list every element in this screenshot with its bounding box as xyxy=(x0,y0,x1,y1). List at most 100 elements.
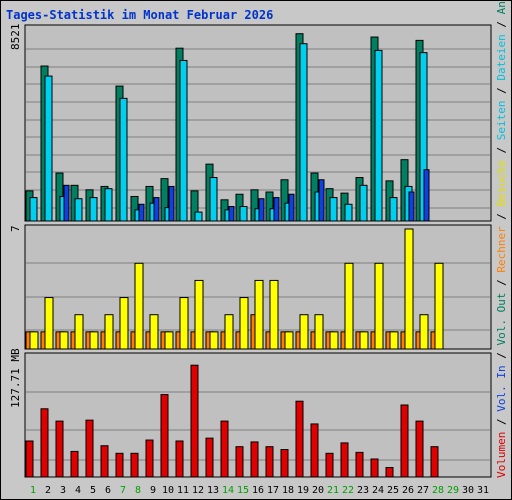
bar-seiten xyxy=(318,179,325,222)
day-label: 12 xyxy=(192,485,204,496)
bar-besuche xyxy=(404,228,414,350)
bar-volumen xyxy=(100,445,109,478)
day-label: 15 xyxy=(237,485,249,496)
day-label: 6 xyxy=(105,485,111,496)
day-label: 28 xyxy=(432,485,444,496)
bar-dateien xyxy=(74,198,83,222)
bar-dateien xyxy=(374,49,383,222)
bar-volumen xyxy=(145,439,154,478)
bar-besuche xyxy=(194,279,204,350)
legend-entry: Vol. Out xyxy=(495,293,508,346)
day-label: 24 xyxy=(372,485,384,496)
legend-separator: / xyxy=(495,412,508,432)
bar-volumen xyxy=(70,450,79,478)
page-title: Tages-Statistik im Monat Februar 2026 xyxy=(6,8,273,22)
bar-volumen xyxy=(340,442,349,478)
bar-seiten xyxy=(153,197,160,222)
bar-dateien xyxy=(209,177,218,222)
bar-besuche xyxy=(149,314,159,350)
bar-seiten xyxy=(408,191,415,222)
day-label: 2 xyxy=(45,485,51,496)
bar-volumen xyxy=(115,452,124,478)
bar-volumen xyxy=(370,458,379,478)
bar-besuche xyxy=(179,297,189,350)
legend-entry: Rechner xyxy=(495,226,508,273)
bar-volumen xyxy=(280,449,289,478)
legend-entry: Volumen xyxy=(495,432,508,478)
day-label: 23 xyxy=(357,485,369,496)
day-label: 4 xyxy=(75,485,81,496)
bar-besuche xyxy=(269,279,279,350)
bar-dateien xyxy=(389,197,398,222)
legend-separator: / xyxy=(495,346,508,366)
legend-separator: / xyxy=(495,81,508,101)
day-label: 19 xyxy=(297,485,309,496)
bar-dateien xyxy=(44,75,53,222)
bar-besuche xyxy=(59,331,69,350)
bar-volumen xyxy=(400,404,409,478)
day-label: 10 xyxy=(162,485,174,496)
day-label: 20 xyxy=(312,485,324,496)
bar-volumen xyxy=(55,420,64,478)
bar-seiten xyxy=(228,206,235,222)
day-label: 3 xyxy=(60,485,66,496)
bar-besuche xyxy=(74,314,84,350)
bar-besuche xyxy=(329,331,339,350)
day-label: 26 xyxy=(402,485,414,496)
bar-seiten xyxy=(168,185,175,222)
bar-volumen xyxy=(430,446,439,478)
bar-besuche xyxy=(419,314,429,350)
day-label: 27 xyxy=(417,485,429,496)
legend-entry: Anfragen xyxy=(495,0,508,14)
bar-besuche xyxy=(359,331,369,350)
legend-separator: / xyxy=(495,273,508,293)
bar-besuche xyxy=(44,297,54,350)
bar-volumen xyxy=(205,437,214,478)
bar-volumen xyxy=(130,452,139,478)
bar-dateien xyxy=(239,206,248,222)
day-label: 11 xyxy=(177,485,189,496)
bar-besuche xyxy=(164,331,174,350)
bar-besuche xyxy=(239,297,249,350)
bar-besuche xyxy=(134,262,144,350)
day-label: 29 xyxy=(447,485,459,496)
bar-besuche xyxy=(209,331,219,350)
bar-besuche xyxy=(344,262,354,350)
day-label: 13 xyxy=(207,485,219,496)
bar-besuche xyxy=(284,331,294,350)
bar-dateien xyxy=(179,59,188,222)
day-label: 5 xyxy=(90,485,96,496)
visits-ymax-label: 7 xyxy=(9,225,22,232)
legend-entry: Dateien xyxy=(495,34,508,80)
bar-volumen xyxy=(25,440,34,478)
bar-seiten xyxy=(258,198,265,222)
bar-volumen xyxy=(250,441,259,478)
legend: Volumen / Vol. In / Vol. Out / Rechner /… xyxy=(495,0,508,478)
bar-volumen xyxy=(235,446,244,478)
day-label: 30 xyxy=(462,485,474,496)
bar-dateien xyxy=(89,197,98,222)
legend-entry: Seiten xyxy=(495,100,508,140)
day-label: 9 xyxy=(150,485,156,496)
bar-besuche xyxy=(119,297,129,350)
bar-seiten xyxy=(138,203,145,222)
legend-separator: / xyxy=(495,14,508,34)
bar-seiten xyxy=(63,184,70,222)
bar-volumen xyxy=(220,420,229,478)
bar-besuche xyxy=(104,314,114,350)
bars xyxy=(25,33,444,478)
bar-seiten xyxy=(288,193,295,222)
day-label: 31 xyxy=(477,485,489,496)
bar-dateien xyxy=(329,197,338,222)
bar-volumen xyxy=(40,408,49,478)
bar-volumen xyxy=(310,423,319,478)
bar-dateien xyxy=(119,97,128,222)
bar-volumen xyxy=(85,419,94,478)
bar-seiten xyxy=(273,197,280,222)
day-label: 17 xyxy=(267,485,279,496)
legend-entry: Vol. In xyxy=(495,365,508,411)
bar-volumen xyxy=(415,420,424,478)
legend-separator: / xyxy=(495,140,508,160)
